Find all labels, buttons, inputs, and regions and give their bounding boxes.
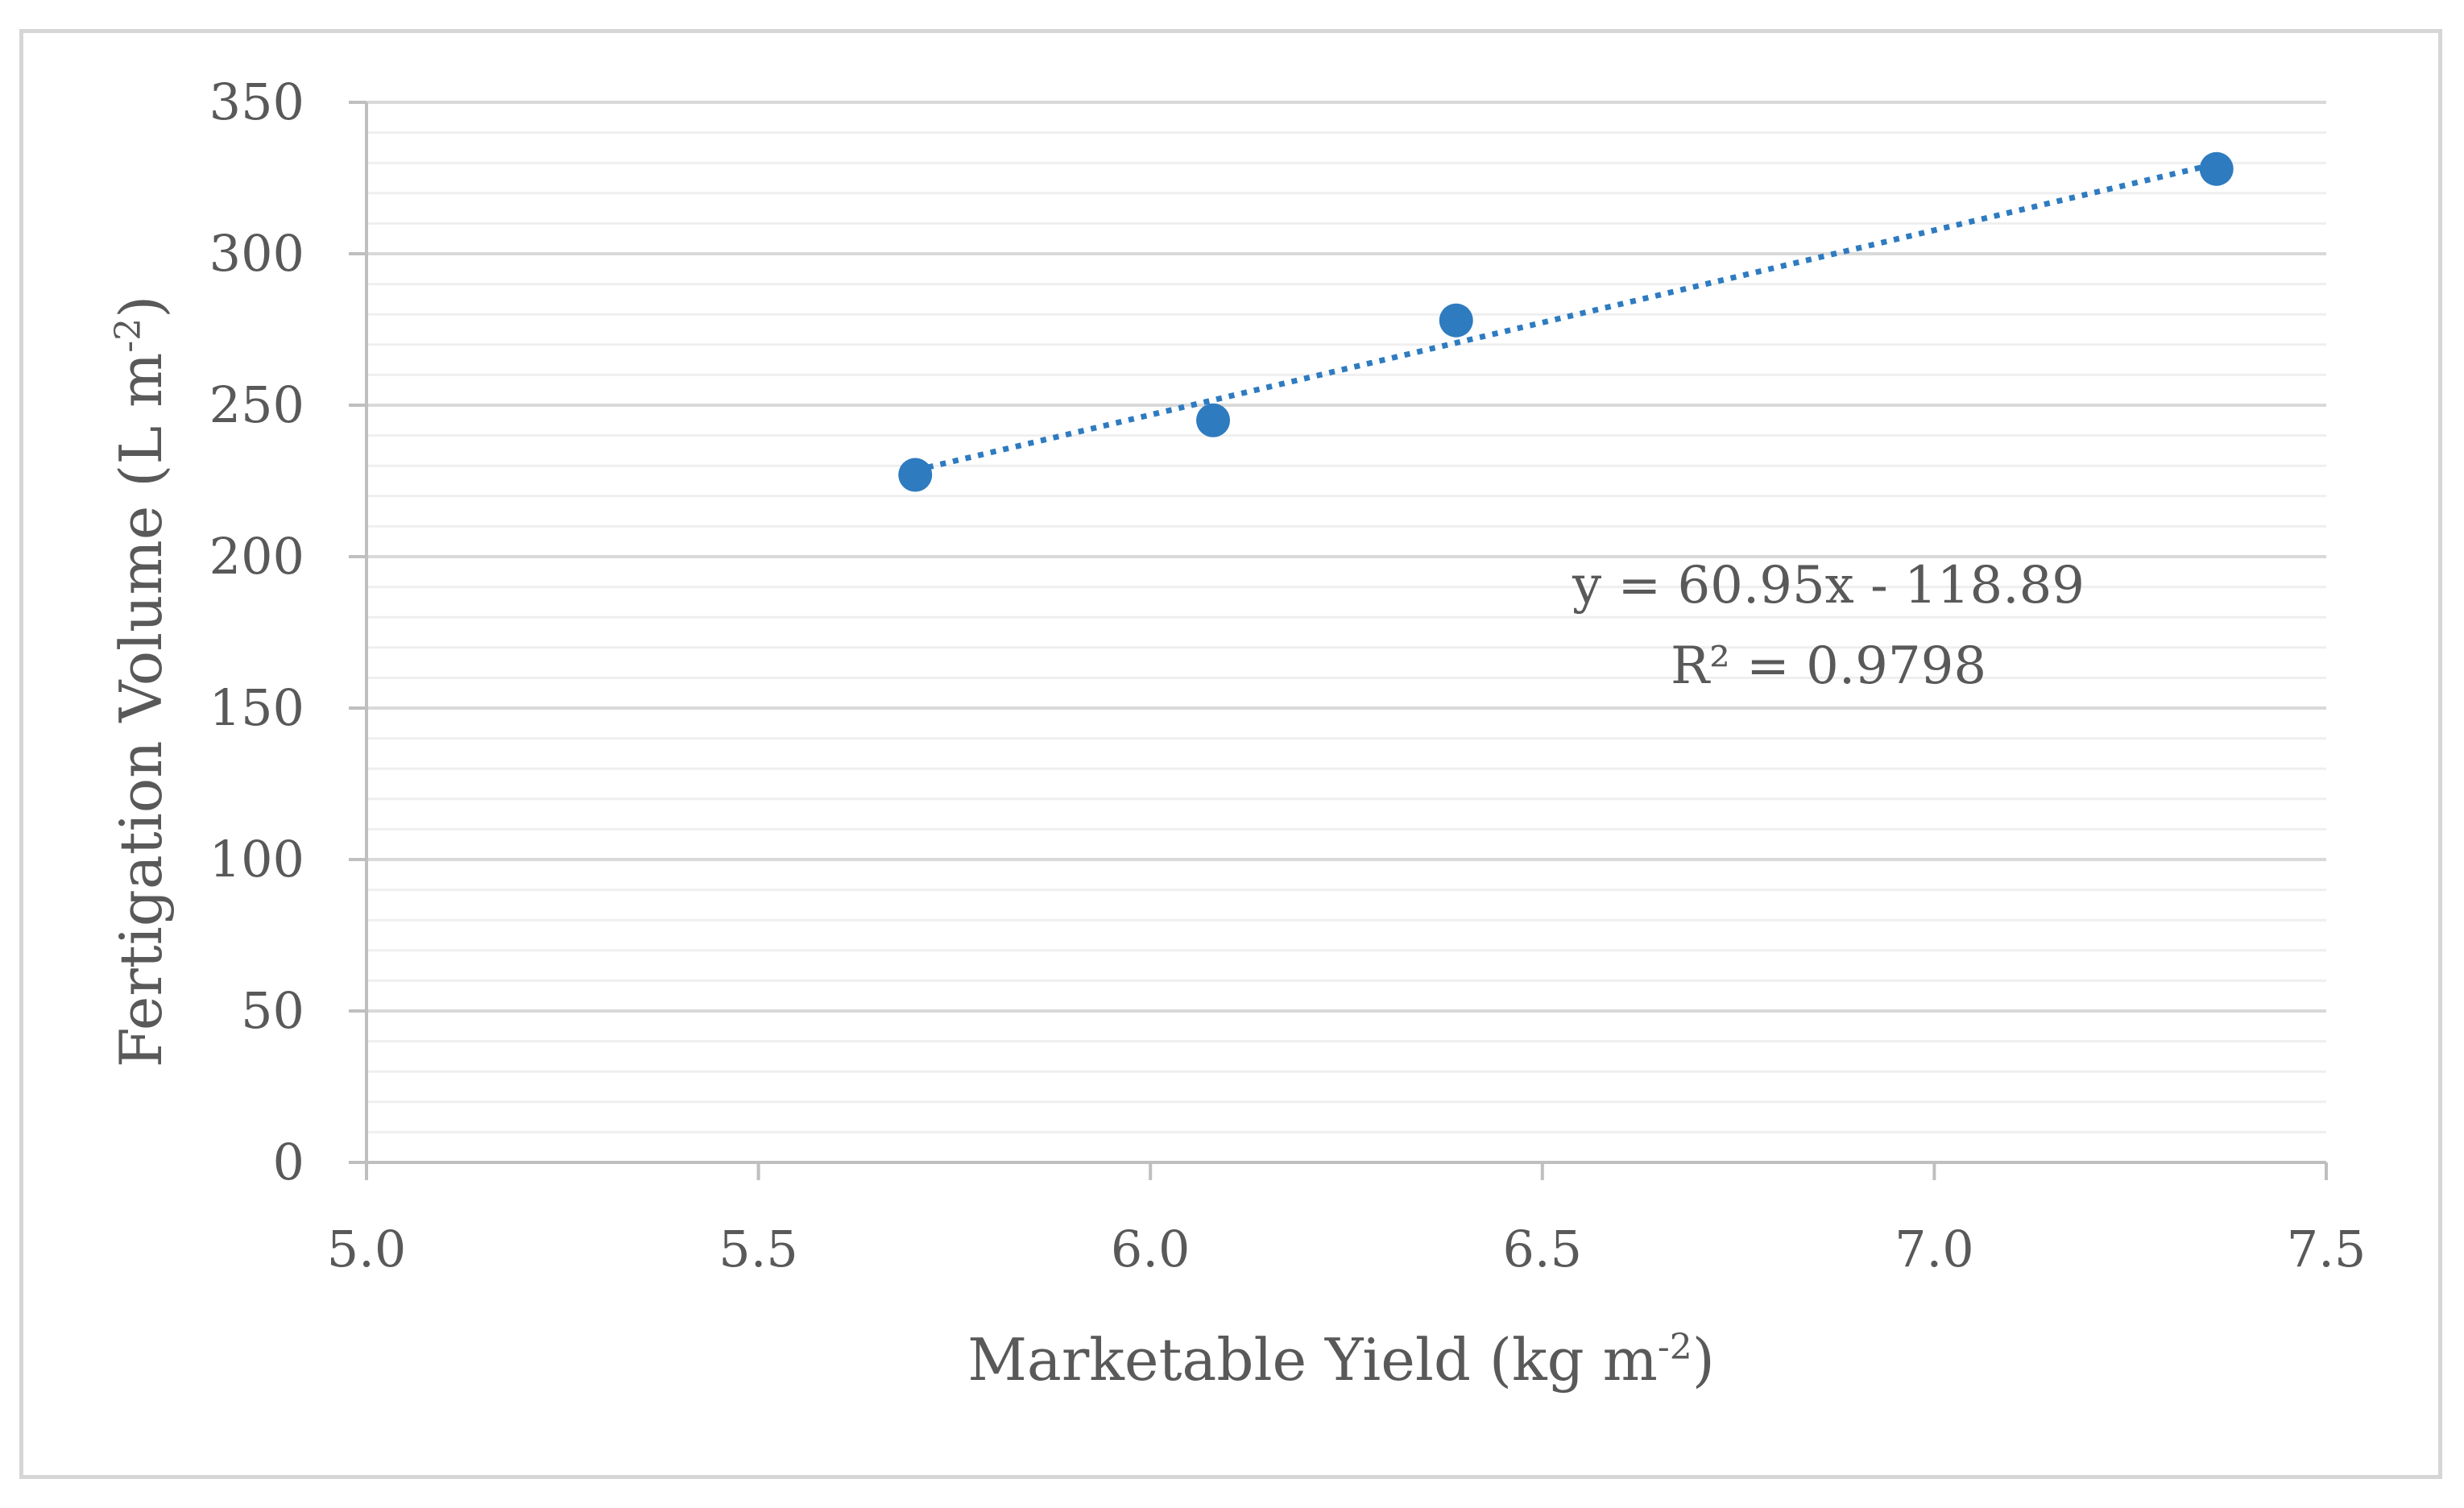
x-tick-label: 7.0 (1895, 1220, 1974, 1278)
axes (349, 101, 2328, 1180)
x-axis-title-main: Marketable Yield (kg m (967, 1326, 1658, 1394)
x-tick-label: 5.0 (327, 1220, 407, 1278)
y-axis-title-main: Fertigation Volume (L m (107, 353, 175, 1068)
y-tick-label: 250 (209, 375, 304, 434)
trendline-r2: R² = 0.9798 (1671, 636, 1986, 696)
trendline-group (914, 160, 2218, 474)
x-tick-label: 6.5 (1502, 1220, 1582, 1278)
data-point (1196, 403, 1231, 437)
x-tick-labels: 5.0 5.5 6.0 6.5 7.0 7.5 (327, 1220, 2367, 1278)
y-tick-label: 200 (209, 527, 304, 586)
data-point (1439, 303, 1473, 338)
y-tick-label: 50 (241, 981, 304, 1040)
y-tick-label: 350 (209, 72, 304, 131)
y-tick-label: 150 (209, 678, 304, 737)
x-axis-title-sup: -2 (1658, 1327, 1692, 1368)
y-axis-title-end: ) (107, 296, 175, 318)
data-point (2199, 151, 2234, 186)
x-tick-label: 7.5 (2287, 1220, 2367, 1278)
x-axis-title: Marketable Yield (kg m-2) (967, 1326, 1715, 1394)
y-tick-label: 100 (209, 830, 304, 889)
y-tick-label: 0 (273, 1133, 304, 1191)
y-axis-title-sup: -2 (108, 318, 149, 353)
data-points (898, 151, 2234, 492)
trendline (914, 160, 2218, 474)
data-point (898, 458, 933, 492)
trendline-equation: y = 60.95x - 118.89 (1572, 556, 2085, 615)
x-tick-label: 6.0 (1111, 1220, 1191, 1278)
minor-gridlines (366, 131, 2326, 1133)
x-axis-title-end: ) (1692, 1326, 1715, 1394)
x-tick-label: 5.5 (718, 1220, 798, 1278)
chart-frame (19, 29, 2442, 1479)
major-gridlines (366, 101, 2326, 1013)
y-tick-label: 300 (209, 224, 304, 283)
y-tick-labels: 0 50 100 150 200 250 300 350 (209, 72, 304, 1191)
y-axis-title: Fertigation Volume (L m-2) (107, 296, 175, 1068)
